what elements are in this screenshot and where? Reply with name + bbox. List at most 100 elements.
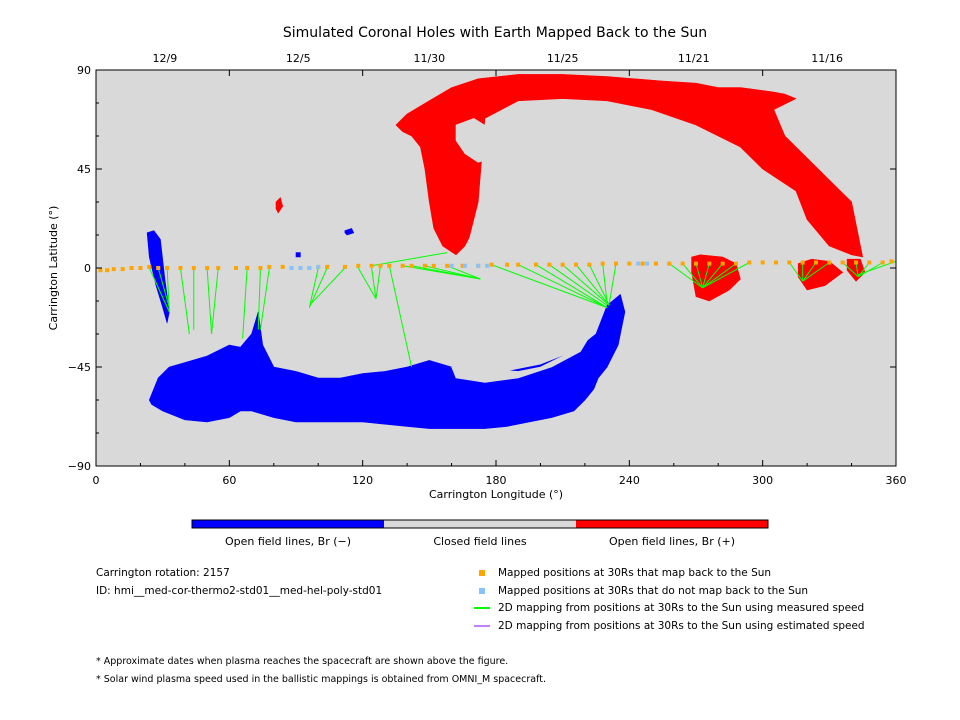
mapped-point-6 <box>147 264 152 269</box>
mapped-point-59 <box>814 260 818 265</box>
mapped-point-25 <box>369 263 374 268</box>
mapped-point-10 <box>191 266 196 270</box>
mapped-point-49 <box>680 261 685 266</box>
mapping-line-12 <box>311 267 346 304</box>
legend-label: 2D mapping from positions at 30Rs to the… <box>498 602 865 614</box>
mapped-point-28 <box>400 263 405 268</box>
mapping-line-19 <box>424 265 481 280</box>
mapped-points <box>98 259 894 273</box>
mapping-line-9 <box>259 267 270 330</box>
x-tick-label-180: 180 <box>486 474 507 487</box>
unmapped-point-3 <box>316 264 321 269</box>
mapped-point-43 <box>600 261 605 266</box>
unmapped-point-9 <box>645 261 650 266</box>
unmapped-point-4 <box>449 263 454 268</box>
carrington-rotation: Carrington rotation: 2157 <box>96 567 230 579</box>
legend-label: Mapped positions at 30Rs that map back t… <box>498 567 772 579</box>
mapping-line-37 <box>702 262 750 289</box>
mapped-point-53 <box>734 261 738 266</box>
model-id: ID: hmi__med-cor-thermo2-std01__med-hel-… <box>96 585 383 597</box>
mapping-line-5 <box>206 267 213 335</box>
mapped-point-56 <box>774 260 778 265</box>
mapped-point-2 <box>111 267 116 272</box>
legend-label: Mapped positions at 30Rs that do not map… <box>498 585 809 597</box>
mapping-line-13 <box>357 267 377 300</box>
x-tick-label-300: 300 <box>752 474 773 487</box>
x-tick-label-120: 120 <box>352 474 373 487</box>
y-tick-label--90: −90 <box>68 460 91 473</box>
mapped-point-13 <box>234 266 238 270</box>
mapping-line-27 <box>575 264 610 306</box>
mapped-point-58 <box>800 260 805 265</box>
mapped-point-52 <box>720 261 725 266</box>
mapping-line-35 <box>702 263 724 289</box>
mapping-line-8 <box>257 267 261 330</box>
mapped-point-14 <box>245 266 250 270</box>
colorbar-label-closed: Closed field lines <box>433 535 527 548</box>
mapped-point-12 <box>216 266 221 270</box>
colorbar: Open field lines, Br (−) Closed field li… <box>191 519 769 548</box>
mapping-line-15 <box>375 265 381 299</box>
mapped-point-64 <box>880 260 885 265</box>
coronal-hole-north-spot-2 <box>797 258 844 291</box>
mapped-point-23 <box>342 264 347 269</box>
legend-item-measured: 2D mapping from positions at 30Rs to the… <box>474 601 864 615</box>
mapping-line-6 <box>211 267 219 335</box>
mapping-line-11 <box>308 267 328 308</box>
y-tick-label-90: 90 <box>77 64 91 77</box>
mapped-point-33 <box>460 263 465 268</box>
mapping-line-20 <box>446 265 481 280</box>
mapped-point-41 <box>574 262 578 267</box>
unmapped-point-2 <box>307 266 312 270</box>
mapping-line-38 <box>788 262 804 282</box>
unmapped-point-8 <box>636 261 641 266</box>
x-axis-ticks: 0 60 120 180 240 300 360 <box>93 70 907 487</box>
mapping-line-21 <box>371 252 448 267</box>
mapping-segments <box>148 252 897 368</box>
colorbar-negative <box>192 520 384 528</box>
footnote-dates: * Approximate dates when plasma reaches … <box>96 656 509 667</box>
coronal-hole-south-speck-2 <box>295 252 301 258</box>
mapped-point-65 <box>889 259 894 264</box>
mapping-line-3 <box>179 267 190 335</box>
y-tick-label-0: 0 <box>84 262 91 275</box>
mapped-point-30 <box>422 263 427 268</box>
mapping-line-45 <box>857 262 883 278</box>
date-tick-label-11/21: 11/21 <box>678 52 710 65</box>
mapping-line-40 <box>802 262 817 282</box>
date-tick-label-11/25: 11/25 <box>547 52 579 65</box>
mapping-line-41 <box>802 262 830 282</box>
mapped-point-17 <box>280 264 285 269</box>
mapped-point-31 <box>431 263 436 268</box>
mapping-line-34 <box>702 263 710 288</box>
mapped-point-16 <box>267 264 272 269</box>
mapping-line-46 <box>858 260 897 276</box>
mapping-line-29 <box>602 263 608 304</box>
mapping-line-22 <box>491 264 608 309</box>
mapping-line-26 <box>562 264 610 306</box>
mapped-point-40 <box>560 262 565 267</box>
legend-label: 2D mapping from positions at 30Rs to the… <box>498 620 865 632</box>
mapping-line-25 <box>549 264 608 306</box>
mapping-line-30 <box>608 263 617 304</box>
colorbar-frame <box>191 519 769 529</box>
mapping-line-31 <box>669 263 703 289</box>
y-tick-label-45: 45 <box>77 163 91 176</box>
mapped-point-38 <box>534 262 538 267</box>
mapping-line-28 <box>588 264 610 306</box>
mapped-point-48 <box>667 261 672 266</box>
mapped-point-54 <box>747 260 752 265</box>
x-tick-label-0: 0 <box>93 474 100 487</box>
y-tick-label--45: −45 <box>68 361 91 374</box>
mapped-point-37 <box>516 262 521 267</box>
unmapped-point-7 <box>485 263 490 268</box>
unmapped-point-6 <box>476 263 481 268</box>
date-tick-label-11/30: 11/30 <box>413 52 445 65</box>
colorbar-closed <box>384 520 576 528</box>
mapped-point-35 <box>489 262 494 267</box>
x-tick-label-360: 360 <box>886 474 907 487</box>
mapped-point-4 <box>129 266 134 270</box>
mapping-line-43 <box>855 262 859 277</box>
mapping-line-23 <box>518 264 608 309</box>
coronal-hole-north-hole-window <box>455 118 497 163</box>
